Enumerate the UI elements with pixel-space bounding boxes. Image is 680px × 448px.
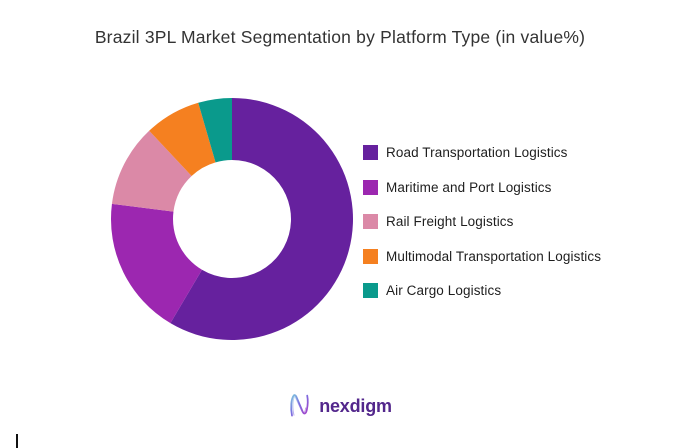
legend-item-air-cargo: Air Cargo Logistics bbox=[363, 283, 601, 299]
legend-label-air-cargo: Air Cargo Logistics bbox=[386, 283, 502, 299]
donut-slice-maritime-and-port-logistics bbox=[110, 203, 202, 324]
nexdigm-logo: nexdigm bbox=[0, 392, 680, 420]
legend-swatch-air-cargo bbox=[363, 283, 378, 299]
donut-slice-air-cargo-logistics bbox=[198, 98, 232, 163]
legend-item-rail: Rail Freight Logistics bbox=[363, 214, 601, 230]
donut-chart bbox=[107, 94, 357, 344]
legend-swatch-rail bbox=[363, 214, 378, 230]
legend-item-maritime: Maritime and Port Logistics bbox=[363, 179, 601, 195]
legend-label-road: Road Transportation Logistics bbox=[386, 145, 568, 160]
nexdigm-logo-text: nexdigm bbox=[319, 395, 392, 416]
legend-label-multimodal: Multimodal Transportation Logistics bbox=[386, 248, 602, 264]
legend-swatch-maritime bbox=[363, 179, 378, 195]
chart-title: Brazil 3PL Market Segmentation by Platfo… bbox=[94, 27, 586, 47]
legend-item-multimodal: Multimodal Transportation Logistics bbox=[363, 248, 602, 264]
legend-label-maritime: Maritime and Port Logistics bbox=[386, 179, 552, 195]
legend-swatch-multimodal bbox=[363, 248, 378, 264]
legend: Road Transportation Logistics Maritime a… bbox=[363, 145, 602, 299]
donut-slice-rail-freight-logistics bbox=[111, 130, 192, 212]
legend-swatch-road bbox=[363, 145, 378, 160]
nexdigm-logo-icon bbox=[290, 394, 309, 417]
donut-svg bbox=[110, 98, 354, 340]
legend-label-rail: Rail Freight Logistics bbox=[386, 214, 514, 230]
legend-item-road: Road Transportation Logistics bbox=[363, 145, 601, 160]
donut-slice-road-transportation-logistics bbox=[170, 98, 354, 340]
stray-cursor-mark bbox=[16, 434, 18, 448]
donut-slice-multimodal-transportation-logistics bbox=[149, 102, 216, 176]
